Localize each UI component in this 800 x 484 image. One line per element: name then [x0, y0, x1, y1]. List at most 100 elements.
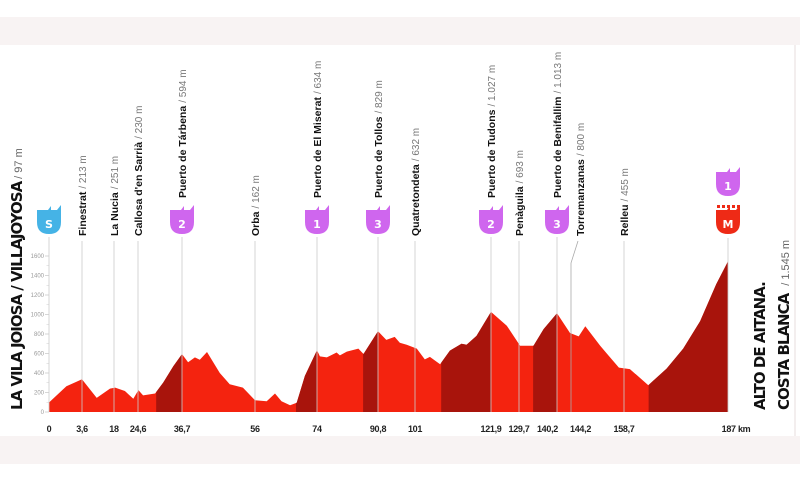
- waypoint-altitude: / 594 m: [178, 69, 189, 102]
- waypoint-altitude: / 693 m: [515, 150, 526, 183]
- kom-category-badge: 2: [170, 205, 194, 234]
- waypoint-label: Orba / 162 m: [250, 175, 262, 236]
- finish-badge: M: [716, 205, 740, 234]
- start-label: LA VILA JOIOSA / VILLAJOYOSA/ 97 m: [8, 148, 26, 410]
- waypoint-labels: Finestrat / 213 m La Nucia / 251 m Callosa d…: [37, 52, 740, 412]
- x-tick-label: 74: [312, 424, 322, 434]
- y-tick-label: 0: [41, 410, 45, 416]
- finish-kom-badge: 1: [716, 167, 740, 196]
- kom-category-badge-shape: [545, 205, 569, 234]
- kom-category-badge-shape: [366, 205, 390, 234]
- kom-category-badge-text: 2: [178, 218, 186, 231]
- start-name: LA VILA JOIOSA / VILLAJOYOSA: [8, 180, 26, 410]
- waypoint-label: Quatretondeta / 632 m: [410, 128, 422, 236]
- kom-category-badge: 3: [545, 205, 569, 234]
- finish-kom-badge-shape: [716, 167, 740, 196]
- waypoint-label: Finestrat / 213 m: [77, 155, 89, 236]
- waypoint-leader-line: [570, 240, 579, 412]
- finish-badge-shape: [716, 205, 740, 234]
- kom-category-badge-text: 3: [553, 218, 561, 231]
- x-tick-label: 90,8: [370, 424, 387, 434]
- y-tick-label: 400: [34, 371, 45, 377]
- kom-category-badge-text: 2: [487, 218, 495, 231]
- waypoint-name: Quatretondeta: [410, 164, 422, 236]
- x-tick-label: 140,2: [537, 424, 558, 434]
- finish-name-line1: ALTO DE AITANA.: [751, 282, 769, 410]
- finish-altitude: / 1.545 m: [780, 240, 792, 286]
- x-tick-label: 56: [250, 424, 260, 434]
- waypoint-altitude: / 632 m: [411, 128, 422, 161]
- profile-area: [49, 261, 728, 412]
- waypoint-label: Puerto de El Miserat / 634 m: [312, 61, 324, 198]
- waypoint-label: Puerto de Tárbena / 594 m: [177, 69, 189, 198]
- x-axis: 0 3,6 18 24,6 36,7 56 74 90,8 101 121,9 129,7 140,2…: [47, 424, 751, 434]
- x-tick-label: 36,7: [174, 424, 191, 434]
- finish-name-line2: COSTA BLANCA: [775, 292, 793, 410]
- y-tick-label: 1600: [31, 254, 45, 260]
- start-altitude: / 97 m: [13, 148, 25, 179]
- finish-badge-text: M: [723, 218, 734, 231]
- kom-category-badge-text: 1: [313, 218, 321, 231]
- y-tick-label: 1000: [31, 313, 45, 319]
- kom-category-badge: 2: [479, 205, 503, 234]
- y-tick-label: 600: [34, 352, 45, 358]
- x-tick-label: 24,6: [130, 424, 147, 434]
- x-tick-label: 18: [109, 424, 119, 434]
- start-badge: S: [37, 205, 61, 234]
- waypoint-label: Penàguila / 693 m: [514, 150, 526, 236]
- waypoint-label: Torremanzanas / 800 m: [575, 123, 587, 236]
- x-tick-label: 158,7: [613, 424, 634, 434]
- y-tick-label: 1400: [31, 274, 45, 280]
- kom-category-badge-shape: [305, 205, 329, 234]
- x-tick-label: 144,2: [570, 424, 591, 434]
- crenel: [717, 205, 720, 208]
- waypoint-label: Relleu / 455 m: [619, 168, 631, 236]
- waypoint-altitude: / 213 m: [78, 155, 89, 188]
- x-tick-label: 3,6: [76, 424, 88, 434]
- waypoint-label: Puerto de Tollos / 829 m: [373, 80, 385, 198]
- waypoint-altitude: / 1.013 m: [553, 52, 564, 94]
- x-tick-label: 0: [47, 424, 52, 434]
- waypoint-name: Puerto de Tudons: [486, 109, 498, 198]
- waypoint-name: Finestrat: [77, 191, 89, 236]
- x-tick-label: 129,7: [508, 424, 529, 434]
- kom-category-badge-shape: [170, 205, 194, 234]
- x-tick-label: 101: [408, 424, 422, 434]
- waypoint-label: Callosa d'en Sarrià / 230 m: [133, 106, 145, 236]
- start-badge-shape: [37, 205, 61, 234]
- waypoint-altitude: / 634 m: [313, 61, 324, 94]
- waypoint-label: Puerto de Benifallim / 1.013 m: [552, 52, 564, 198]
- finish-label: COSTA BLANCA / 1.545 m: [775, 240, 793, 410]
- waypoint-name: Relleu: [619, 204, 631, 236]
- waypoint-altitude: / 800 m: [576, 123, 587, 156]
- start-finish-labels: LA VILA JOIOSA / VILLAJOYOSA/ 97 m ALTO D…: [8, 148, 793, 412]
- top-band: [0, 17, 800, 45]
- waypoint-altitude: / 455 m: [620, 168, 631, 201]
- crenel: [737, 205, 740, 208]
- waypoint-name: La Nucia: [109, 192, 121, 236]
- waypoint-altitude: / 1.027 m: [487, 65, 498, 107]
- kom-category-badge-text: 3: [374, 218, 382, 231]
- waypoint-altitude: / 162 m: [251, 175, 262, 208]
- waypoint-name: Penàguila: [514, 186, 526, 236]
- waypoint-name: Puerto de El Miserat: [312, 97, 324, 198]
- waypoint-name: Puerto de Tárbena: [177, 106, 189, 198]
- waypoint-name: Orba: [250, 211, 262, 236]
- waypoint-name: Puerto de Benifallim: [552, 96, 564, 198]
- waypoint-altitude: / 829 m: [374, 80, 385, 113]
- crenel: [727, 205, 730, 208]
- climb-section: [648, 261, 728, 412]
- waypoint-altitude: / 230 m: [134, 106, 145, 139]
- start-badge-text: S: [45, 218, 53, 231]
- x-tick-label: 121,9: [480, 424, 501, 434]
- y-tick-label: 1200: [31, 293, 45, 299]
- kom-category-badge: 3: [366, 205, 390, 234]
- x-tick-label: 187 km: [722, 424, 751, 434]
- waypoint-label: La Nucia / 251 m: [109, 156, 121, 236]
- y-tick-label: 200: [34, 391, 45, 397]
- y-axis: 0 200 400 600 800 1000 1200 1400 1600: [31, 254, 49, 416]
- waypoint-name: Puerto de Tollos: [373, 116, 385, 198]
- waypoint-altitude: / 251 m: [110, 156, 121, 189]
- crenel: [732, 205, 735, 208]
